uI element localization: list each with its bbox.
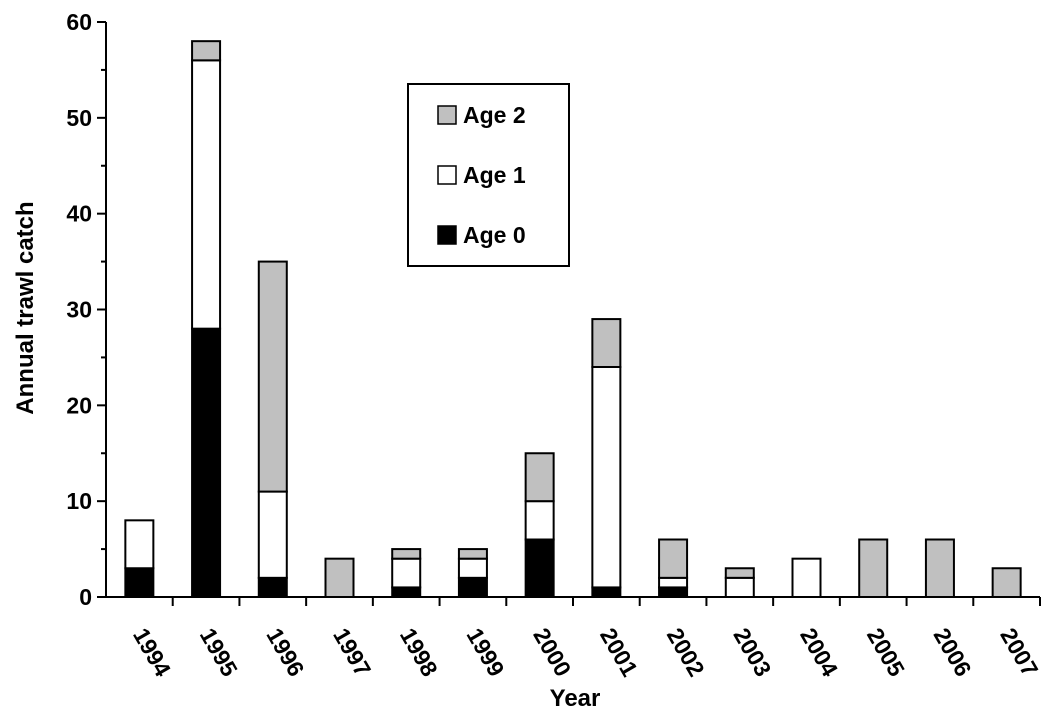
x-tick-label-2002: 2002 bbox=[662, 624, 710, 681]
y-tick-label-30: 30 bbox=[66, 297, 92, 323]
legend-swatch-age-1 bbox=[437, 165, 457, 185]
bar-segment-age-2-2007 bbox=[991, 567, 1022, 598]
legend-swatch-age-2 bbox=[437, 105, 457, 125]
x-tick-label-2004: 2004 bbox=[795, 624, 843, 681]
y-tick-label-50: 50 bbox=[66, 105, 92, 131]
x-tick-labels: 1994 1995 1996 1997 1998 1999 2000 2001 2002 2003… bbox=[128, 624, 1043, 681]
legend-label-age-1: Age 1 bbox=[463, 162, 526, 188]
bar-segment-age-2-2002 bbox=[658, 538, 689, 579]
y-tick-label-40: 40 bbox=[66, 201, 92, 227]
x-tick-label-2001: 2001 bbox=[595, 624, 643, 681]
y-tick-label-60: 60 bbox=[66, 9, 92, 35]
x-tick-label-1997: 1997 bbox=[328, 624, 376, 681]
bar-segment-age-2-2001 bbox=[591, 318, 622, 369]
bar-segment-age-0-1998 bbox=[391, 586, 422, 599]
bar-segment-age-1-1999 bbox=[457, 557, 488, 579]
bar-segment-age-0-1999 bbox=[457, 576, 488, 598]
bar-segment-age-1-2003 bbox=[724, 576, 755, 598]
legend-box bbox=[407, 83, 570, 267]
bar-segment-age-0-2000 bbox=[524, 538, 555, 598]
bar-segment-age-2-2005 bbox=[858, 538, 889, 598]
x-tick-label-2007: 2007 bbox=[995, 624, 1043, 681]
x-axis-title: Year bbox=[550, 685, 601, 711]
bar-segment-age-2-1995 bbox=[191, 40, 222, 62]
bar-segment-age-1-2004 bbox=[791, 557, 822, 599]
y-tick-label-0: 0 bbox=[79, 584, 92, 610]
bar-segment-age-0-2002 bbox=[658, 586, 689, 599]
bar-segment-age-1-1994 bbox=[124, 519, 155, 570]
bar-segment-age-1-1996 bbox=[257, 490, 288, 579]
bar-segment-age-2-2006 bbox=[924, 538, 955, 598]
bar-segment-age-2-2003 bbox=[724, 567, 755, 579]
bar-segment-age-0-2001 bbox=[591, 586, 622, 599]
legend-label-age-2: Age 2 bbox=[463, 102, 526, 128]
bar-segment-age-0-1996 bbox=[257, 576, 288, 598]
x-tick-label-2006: 2006 bbox=[929, 624, 977, 681]
bar-segment-age-2-1997 bbox=[324, 557, 355, 599]
bar-segment-age-2-1996 bbox=[257, 260, 288, 493]
x-tick-label-1999: 1999 bbox=[462, 624, 510, 681]
bar-segment-age-1-2000 bbox=[524, 500, 555, 541]
legend-swatch-age-0 bbox=[437, 225, 457, 245]
bar-segment-age-2-1999 bbox=[457, 548, 488, 560]
x-tick-label-2003: 2003 bbox=[728, 624, 776, 681]
bars-layer bbox=[124, 40, 1022, 599]
x-tick-label-1994: 1994 bbox=[128, 624, 176, 681]
axes-layer bbox=[97, 21, 1041, 606]
x-tick-label-2005: 2005 bbox=[862, 624, 910, 681]
bar-segment-age-2-1998 bbox=[391, 548, 422, 560]
y-tick-label-20: 20 bbox=[66, 392, 92, 418]
x-tick-label-1995: 1995 bbox=[195, 624, 243, 681]
bar-segment-age-0-1994 bbox=[124, 567, 155, 598]
bar-segment-age-0-1995 bbox=[191, 327, 222, 598]
y-tick-label-10: 10 bbox=[66, 488, 92, 514]
bar-segment-age-1-1995 bbox=[191, 59, 222, 330]
y-tick-labels: 0 10 20 30 40 50 60 bbox=[66, 9, 92, 610]
legend: Age 2 Age 1 Age 0 bbox=[407, 83, 570, 267]
legend-label-age-0: Age 0 bbox=[463, 222, 526, 248]
bar-segment-age-2-2000 bbox=[524, 452, 555, 503]
bar-segment-age-1-1998 bbox=[391, 557, 422, 589]
x-tick-label-1998: 1998 bbox=[395, 624, 443, 681]
x-tick-label-2000: 2000 bbox=[528, 624, 576, 681]
bar-segment-age-1-2002 bbox=[658, 576, 689, 589]
y-axis-title: Annual trawl catch bbox=[12, 201, 39, 414]
bar-segment-age-1-2001 bbox=[591, 366, 622, 589]
x-tick-label-1996: 1996 bbox=[261, 624, 309, 681]
